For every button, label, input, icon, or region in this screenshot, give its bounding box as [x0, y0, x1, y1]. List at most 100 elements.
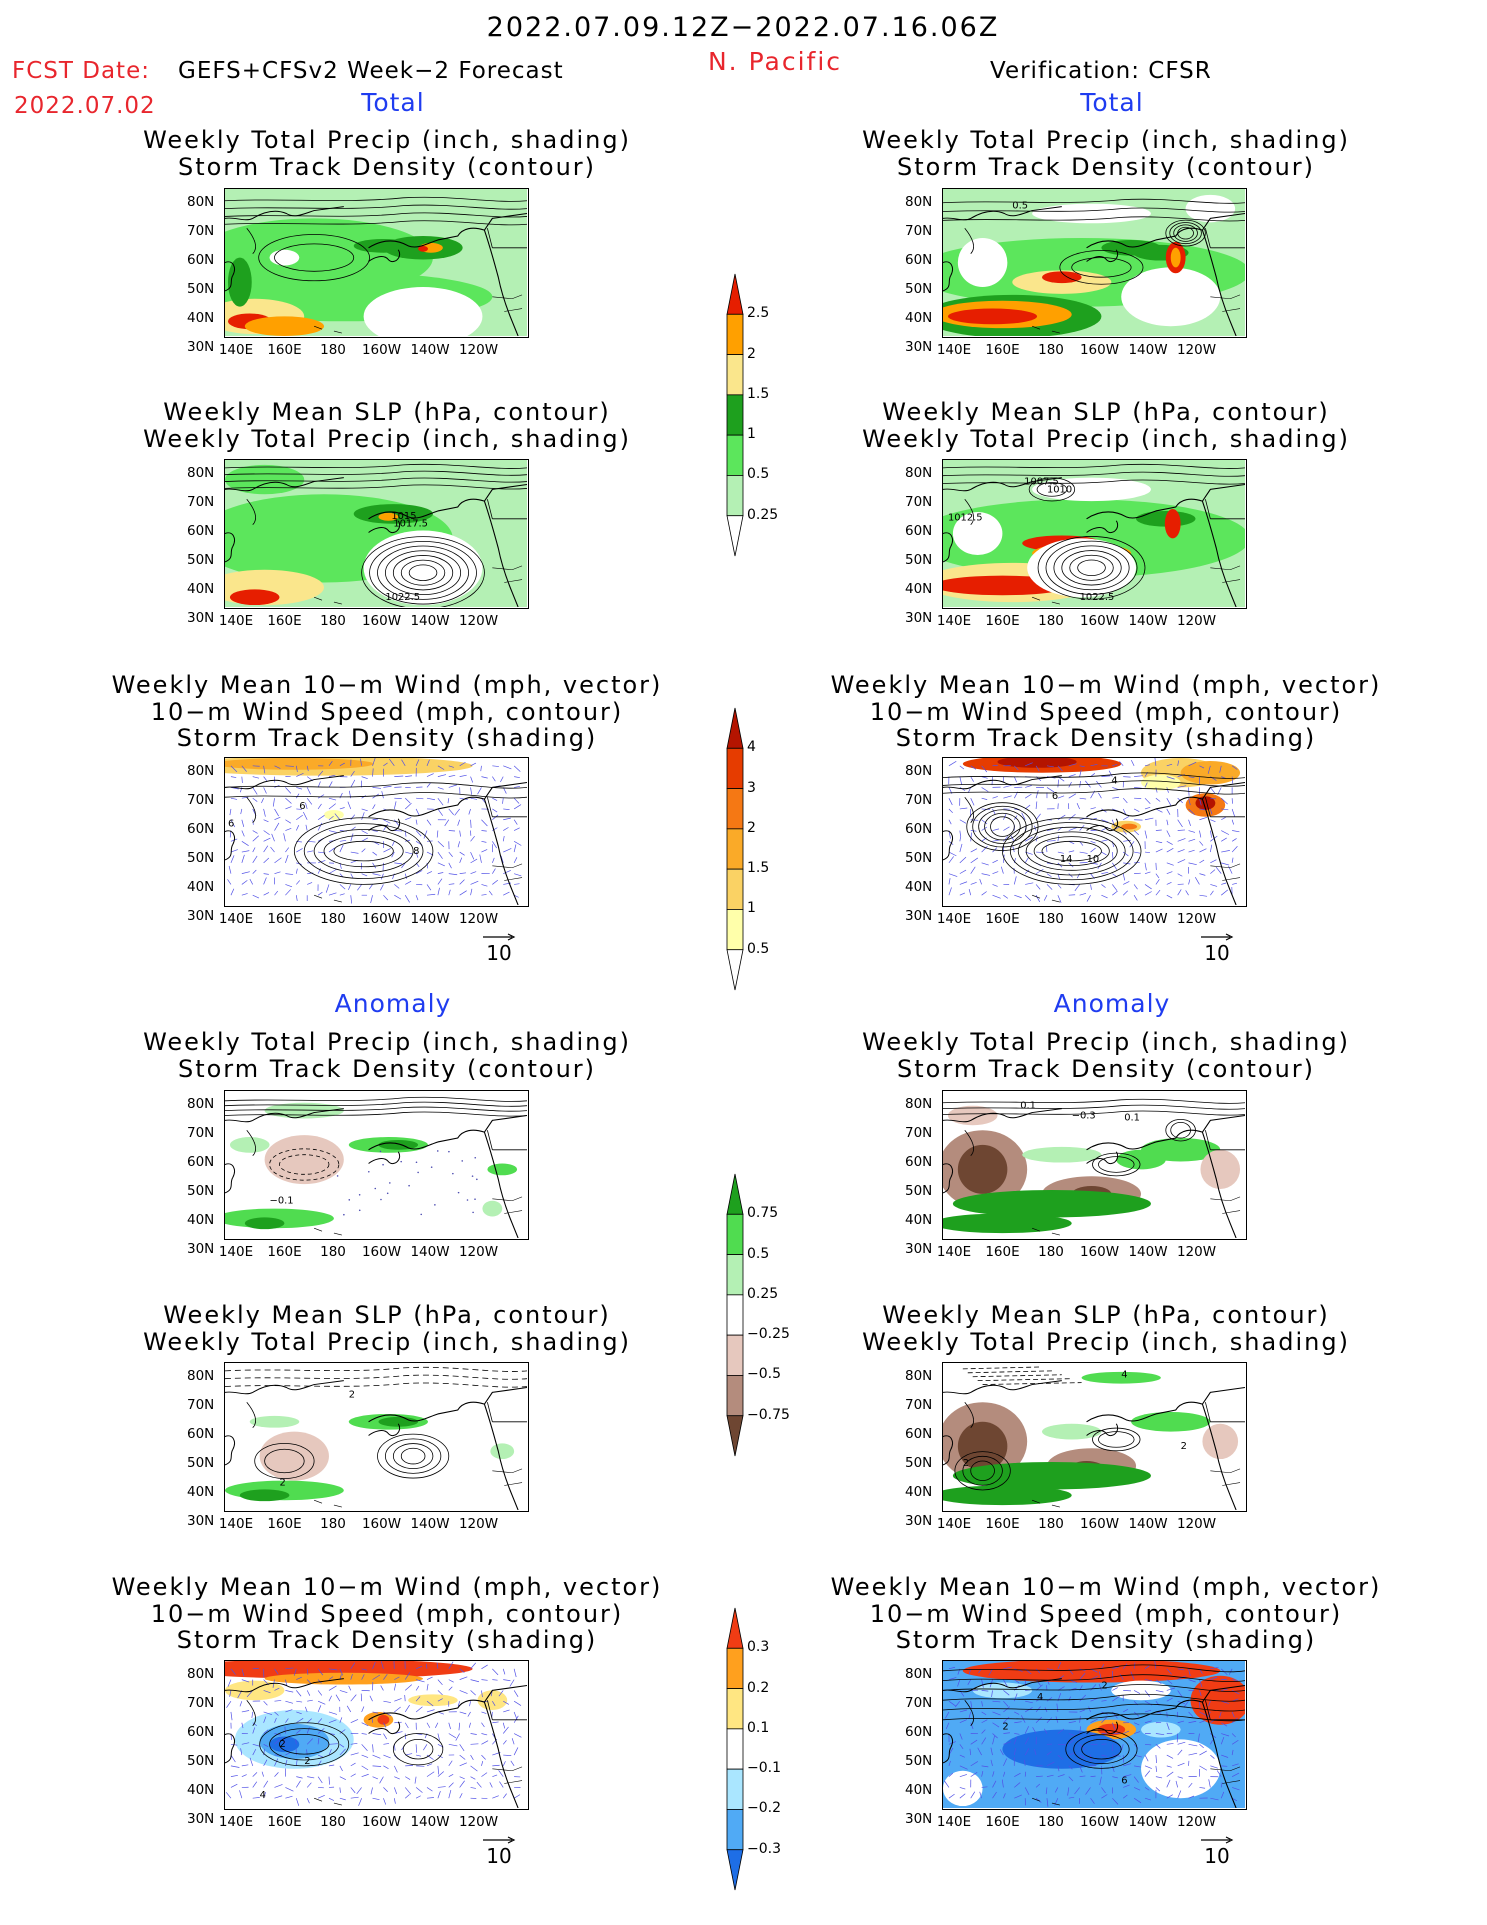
y-tick-right-1-1: 70N [905, 494, 933, 510]
contour-label-right-5-2: 2 [1002, 1722, 1008, 1733]
y-tick-left-2-0: 80N [187, 763, 215, 779]
colorbar-label-precip_total-0: 0.25 [747, 506, 779, 523]
section-anomaly-right: Anomaly [1053, 989, 1171, 1018]
y-tick-left-0-3: 50N [187, 281, 215, 297]
y-tick-right-5-3: 50N [905, 1753, 933, 1769]
map-panel-left-0 [224, 188, 529, 338]
map-panel-right-4: 4 2 2 [942, 1362, 1247, 1512]
x-tick-left-5-2: 180 [320, 1814, 346, 1830]
map-panel-right-0: 0.5 [942, 188, 1247, 338]
colorbar-bin-storm_total-6 [726, 949, 744, 991]
map-panel-right-2: 4 6 14 10 [942, 757, 1247, 907]
map-graphic-right-2: 4 6 14 10 [943, 758, 1245, 905]
panel-title-left-3-1: Storm Track Density (contour) [177, 1054, 597, 1083]
colorbar-bin-precip_total-5 [726, 475, 744, 517]
colorbar-storm_total [725, 706, 745, 996]
y-tick-right-0-5: 30N [905, 339, 933, 355]
colorbar-label-precip_anom-0: 0.75 [747, 1205, 779, 1222]
colorbar-label-precip_anom-3: −0.25 [747, 1326, 790, 1343]
panel-title-right-5-1: 10−m Wind Speed (mph, contour) [869, 1599, 1343, 1628]
y-tick-right-0-1: 70N [905, 223, 933, 239]
contour-label-left-2-0: 6 [299, 801, 305, 812]
contour-label-right-0-0: 0.5 [1012, 201, 1028, 212]
panel-title-right-1-1: Weekly Total Precip (inch, shading) [862, 424, 1350, 453]
colorbar-bin-precip_anom-3 [726, 1294, 744, 1336]
x-tick-left-2-4: 140W [410, 911, 450, 927]
map-graphic-left-4: 22 [225, 1363, 527, 1510]
panel-title-right-2-2: Storm Track Density (shading) [895, 724, 1317, 752]
vector-reference-value-right-2: 10 [1204, 941, 1230, 965]
y-tick-right-1-5: 30N [905, 610, 933, 626]
x-tick-right-0-1: 160E [985, 342, 1020, 358]
y-tick-right-4-3: 50N [905, 1455, 933, 1471]
panel-title-left-2-0: Weekly Mean 10−m Wind (mph, vector) [111, 671, 663, 699]
panel-title-left-5-1: 10−m Wind Speed (mph, contour) [150, 1599, 624, 1628]
contour-label-right-2-3: 10 [1087, 854, 1100, 865]
colorbar-label-storm_total-1: 1 [747, 900, 756, 917]
colorbar-label-storm_total-2: 1.5 [747, 860, 770, 877]
y-tick-right-0-3: 50N [905, 281, 933, 297]
x-tick-left-0-0: 140E [218, 342, 254, 358]
contour-label-right-2-0: 4 [1111, 776, 1117, 787]
colorbar-bin-storm_total-4 [726, 868, 744, 910]
colorbar-bin-precip_anom-5 [726, 1375, 744, 1417]
contour-label-right-2-1: 6 [1052, 791, 1058, 802]
colorbar-label-precip_anom-2: 0.25 [747, 1285, 779, 1302]
y-tick-left-5-5: 30N [187, 1811, 215, 1827]
y-tick-right-5-4: 40N [905, 1782, 933, 1798]
y-tick-left-4-2: 60N [187, 1426, 215, 1442]
colorbar-label-storm_anom-3: −0.1 [747, 1760, 781, 1777]
x-tick-left-4-3: 160W [361, 1516, 402, 1532]
colorbar-bin-storm_anom-0 [726, 1607, 744, 1649]
y-tick-left-2-5: 30N [187, 908, 215, 924]
y-tick-left-4-4: 40N [187, 1484, 215, 1500]
y-tick-left-3-4: 40N [187, 1212, 215, 1228]
contour-label-right-5-0: 2 [1101, 1680, 1107, 1691]
contour-label-left-1-2: 1022.5 [385, 592, 420, 603]
x-tick-left-5-3: 160W [361, 1814, 402, 1830]
map-graphic-right-0: 0.5 [943, 189, 1245, 336]
map-panel-right-1: 1007.5 1010 1012.5 1022.5 [942, 459, 1247, 609]
x-tick-left-4-4: 140W [410, 1516, 450, 1532]
x-tick-left-2-3: 160W [361, 911, 402, 927]
panel-title-left-5-0: Weekly Mean 10−m Wind (mph, vector) [111, 1573, 663, 1601]
y-tick-right-3-0: 80N [905, 1096, 933, 1112]
contour-label-left-4-1: 2 [279, 1478, 285, 1489]
x-tick-left-2-0: 140E [218, 911, 254, 927]
y-tick-right-2-3: 50N [905, 850, 933, 866]
y-tick-right-4-0: 80N [905, 1368, 933, 1384]
fcst-model: GEFS+CFSv2 Week−2 Forecast [178, 58, 564, 84]
x-tick-right-4-0: 140E [936, 1516, 972, 1532]
y-tick-right-1-3: 50N [905, 552, 933, 568]
x-tick-left-5-4: 140W [410, 1814, 450, 1830]
colorbar-bin-storm_anom-1 [726, 1647, 744, 1689]
colorbar-bin-storm_anom-3 [726, 1728, 744, 1770]
panel-title-right-1-0: Weekly Mean SLP (hPa, contour) [882, 398, 1330, 426]
x-tick-right-4-4: 140W [1128, 1516, 1168, 1532]
x-tick-left-0-4: 140W [410, 342, 450, 358]
x-tick-left-2-2: 180 [320, 911, 346, 927]
y-tick-left-3-1: 70N [187, 1125, 215, 1141]
y-tick-right-0-0: 80N [905, 194, 933, 210]
contour-label-right-3-0: 0.1 [1020, 1101, 1036, 1112]
x-tick-right-0-5: 120W [1176, 342, 1217, 358]
map-graphic-left-3: −0.1 [225, 1091, 527, 1238]
colorbar-bin-precip_total-0 [726, 273, 744, 315]
y-tick-left-3-0: 80N [187, 1096, 215, 1112]
contour-label-right-3-2: 0.1 [1124, 1112, 1140, 1123]
colorbar-label-storm_total-5: 4 [747, 739, 756, 756]
colorbar-label-storm_total-3: 2 [747, 819, 756, 836]
vector-reference-right-5: 10 [1200, 1836, 1234, 1868]
panel-title-right-3-0: Weekly Total Precip (inch, shading) [862, 1028, 1350, 1056]
y-tick-right-5-1: 70N [905, 1695, 933, 1711]
colorbar-precip_total [725, 272, 745, 562]
contour-label-right-4-1: 2 [963, 1458, 969, 1469]
contour-label-right-2-2: 14 [1060, 854, 1073, 865]
x-tick-right-2-2: 180 [1038, 911, 1064, 927]
y-tick-left-0-5: 30N [187, 339, 215, 355]
colorbar-precip_anom [725, 1172, 745, 1462]
colorbar-label-storm_anom-4: −0.2 [747, 1800, 781, 1817]
y-tick-left-5-2: 60N [187, 1724, 215, 1740]
x-tick-right-4-2: 180 [1038, 1516, 1064, 1532]
contour-label-left-5-1: 2 [279, 1739, 285, 1750]
